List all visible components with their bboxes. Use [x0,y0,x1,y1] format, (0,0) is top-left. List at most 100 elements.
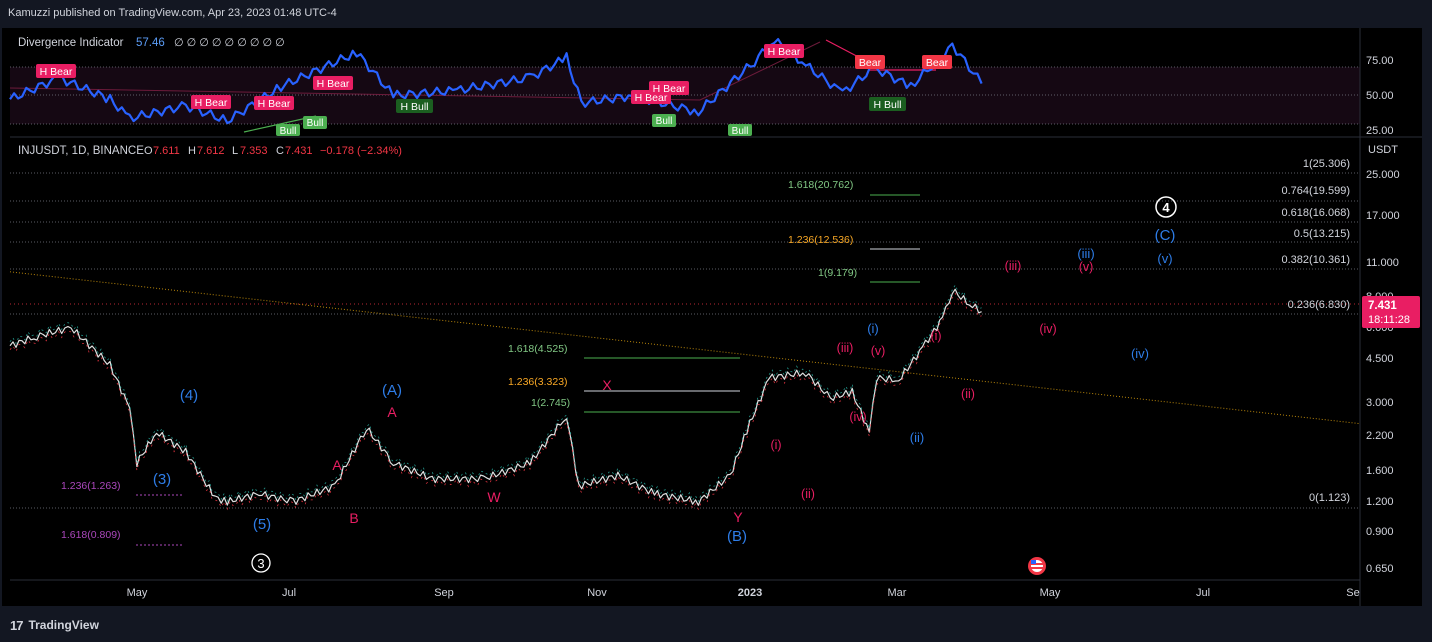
bear-label: H Bear [764,44,804,58]
svg-text:Bull: Bull [656,116,673,127]
bear-label: H Bear [254,96,294,110]
fib-label: 0.764(19.599) [1282,185,1351,197]
fib-ext-label: 1(2.745) [531,397,570,409]
wave-label: (iv) [849,410,866,424]
price-tick: 1.200 [1366,496,1394,508]
bear-label: H Bear [313,76,353,90]
svg-text:H Bull: H Bull [873,99,901,111]
publish-header: Kamuzzi published on TradingView.com, Ap… [8,7,337,19]
fib-ext-label: 1.236(3.323) [508,376,568,388]
wave-label: (v) [1157,251,1172,266]
bull-label: Bull [276,124,300,137]
fib-ext-label: 1.236(12.536) [788,234,853,246]
fib-ext-label: 1(9.179) [818,267,857,279]
indicator-name: Divergence Indicator [18,37,124,49]
tradingview-logo-icon: 17 [10,617,24,633]
fib-label: 0.236(6.830) [1288,299,1350,311]
ohlc-h-label: H [188,145,196,157]
wave-label: (4) [180,387,198,404]
wave-label: A [332,457,342,473]
svg-text:H Bear: H Bear [653,83,686,95]
ohlc-c-value: 7.431 [285,145,313,157]
chart-frame[interactable]: Divergence Indicator 57.46 ∅ ∅ ∅ ∅ ∅ ∅ ∅… [0,28,1432,606]
time-tick: Sep [434,587,454,599]
time-tick: Jul [1196,587,1210,599]
wave-label: (v) [871,344,886,358]
wave-label: (i) [930,329,941,343]
wave-label: Y [733,509,743,525]
wave-label: (iii) [1005,259,1022,273]
ohlc-o-value: 7.611 [153,145,180,157]
time-tick: Mar [888,587,907,599]
svg-text:4: 4 [1162,200,1170,215]
indicator-placeholders: ∅ ∅ ∅ ∅ ∅ ∅ ∅ ∅ ∅ [174,37,285,49]
ohlc-h-value: 7.612 [197,145,225,157]
svg-text:Bull: Bull [280,126,297,137]
svg-text:H Bear: H Bear [40,66,73,78]
svg-text:18:11:28: 18:11:28 [1368,314,1410,326]
svg-text:Bull: Bull [732,126,749,137]
wave-label: (3) [153,471,171,488]
fib-label: 0.382(10.361) [1282,254,1351,266]
wave-label: (ii) [961,387,975,401]
bull-label: H Bull [869,97,906,111]
price-series [9,288,982,506]
svg-text:Bear: Bear [859,57,882,69]
ohlc-l-value: 7.353 [240,145,268,157]
us-flag-event-icon[interactable] [1028,557,1046,575]
wave-label: B [349,510,358,526]
bear-label: Bear [922,55,952,69]
indicator-value: 57.46 [136,37,165,49]
price-tick: 0.900 [1366,526,1394,538]
fib-ext-label: 1.618(0.809) [61,529,121,541]
osc-tick-50: 50.00 [1366,90,1394,102]
fib-label: 0(1.123) [1309,492,1350,504]
wave-label: X [602,377,612,393]
bear-label: H Bear [191,95,231,109]
wave-label: (A) [382,382,402,399]
price-tick: 1.600 [1366,465,1394,477]
wave-label: (iii) [1077,246,1094,261]
svg-text:3: 3 [257,556,264,571]
wave-label: (i) [867,321,879,336]
tradingview-brand: TradingView [28,618,99,632]
bull-label: Bull [728,124,752,137]
wave-label: (iv) [1131,346,1149,361]
time-tick: Se [1346,587,1359,599]
wave-label: (ii) [801,487,815,501]
time-tick: Nov [587,587,607,599]
bull-label: H Bull [396,99,433,113]
time-tick: Jul [282,587,296,599]
fib-ext-label: 1.236(1.263) [61,480,121,492]
bull-label: Bull [652,114,676,127]
wave-label: W [487,489,501,505]
time-tick: May [127,587,148,599]
wave-label: (iv) [1039,322,1056,336]
svg-text:Bull: Bull [307,118,324,129]
time-tick: May [1040,587,1061,599]
ohlc-o-label: O [144,145,153,157]
wave-label: (5) [253,516,271,533]
osc-tick-75: 75.00 [1366,55,1394,67]
fib-label: 1(25.306) [1303,158,1350,170]
bull-label: Bull [303,116,327,129]
osc-tick-25: 25.00 [1366,125,1394,137]
wave-label: (i) [770,438,781,452]
fib-label: 0.618(16.068) [1282,207,1351,219]
wave-label: (v) [1079,260,1094,274]
bear-label: Bear [855,55,885,69]
price-tick: 4.500 [1366,353,1394,365]
symbol-name: INJUSDT, 1D, BINANCE [18,145,144,157]
ohlc-c-label: C [276,145,284,157]
tradingview-footer[interactable]: 17 TradingView [10,616,99,634]
bear-label: H Bear [649,81,689,95]
fib-ext-label: 1.618(20.762) [788,179,853,191]
wave-label: (B) [727,528,747,545]
price-tick: 0.650 [1366,563,1394,575]
time-tick: 2023 [738,587,762,599]
price-tick: 25.000 [1366,169,1400,181]
price-tick: 11.000 [1366,257,1399,269]
svg-text:H Bear: H Bear [768,46,801,58]
oscillator-line [9,37,983,125]
fib-ext-label: 1.618(4.525) [508,343,568,355]
